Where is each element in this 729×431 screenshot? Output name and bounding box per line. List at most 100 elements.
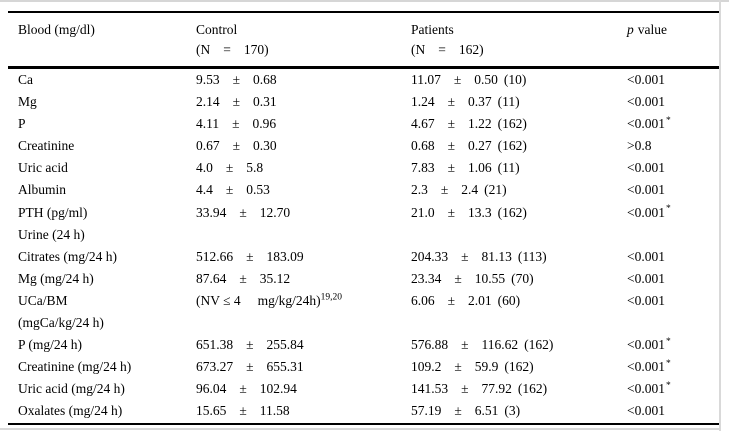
patients-n: (11): [497, 160, 520, 176]
scan-edge-right: [719, 0, 721, 431]
control-cell: (NV ≤ 4 mg/kg/24h)19,20: [196, 290, 411, 334]
patients-n: (3): [504, 403, 521, 419]
row-label: Uric acid (mg/24 h): [18, 381, 125, 397]
p-value-header-rest: value: [637, 22, 667, 37]
patients-cell: 23.34 ±10.55 (70): [411, 268, 627, 290]
header-blood-label: Blood (mg/dl): [18, 22, 95, 37]
table-row: Oxalates (mg/24 h) 15.65 ±11.58 57.19 ±6.5…: [8, 400, 719, 422]
control-mean: 15.65: [196, 403, 227, 419]
control-sd: 11.58: [259, 403, 290, 419]
patients-cell: 11.07 ±0.50 (10): [411, 69, 627, 91]
row-label: Mg (mg/24 h): [18, 270, 94, 286]
control-sd: 183.09: [266, 248, 304, 264]
patients-n: (162): [497, 204, 527, 220]
control-cell: 87.64 ±35.12: [196, 268, 411, 290]
row-label-cell: Albumin: [18, 179, 196, 201]
control-plus-minus: ±: [232, 116, 240, 132]
patients-plus-minus: ±: [447, 160, 456, 176]
p-cell: <0.001: [627, 268, 719, 290]
patients-n-open: (N: [411, 42, 426, 57]
p-cell: <0.001: [627, 69, 719, 91]
patients-cell: 6.06 ±2.01 (60): [411, 290, 627, 334]
control-plus-minus: ±: [239, 403, 247, 419]
patients-n: (70): [511, 270, 534, 286]
control-plus-minus: ±: [239, 270, 247, 286]
row-label: Uric acid: [18, 160, 68, 176]
control-sd: 0.68: [253, 72, 277, 87]
table-row: Albumin 4.4 ±0.53 2.3 ±2.4 (21) <0.001: [8, 179, 719, 201]
p-value: >0.8: [627, 138, 652, 154]
control-n-equals: =: [223, 42, 231, 57]
header-col-patients: Patients (N = 162): [411, 20, 627, 60]
patients-mean: 141.53: [411, 381, 449, 397]
p-value: <0.001: [627, 359, 665, 375]
control-mean: 4.4: [196, 182, 213, 198]
p-value: <0.001: [627, 182, 665, 198]
patients-cell: 4.67 ±1.22 (162): [411, 113, 627, 135]
reference-superscript: 19,20: [320, 292, 343, 303]
control-note: (NV ≤ 4 mg/kg/24h)19,20: [196, 293, 342, 308]
p-cell: <0.001: [627, 290, 719, 334]
row-label-cell: Creatinine: [18, 135, 196, 157]
table-row: Mg 2.14 ±0.31 1.24 ±0.37 (11) <0.001: [8, 91, 719, 113]
patients-sd: 13.3: [468, 204, 492, 220]
patients-n: (113): [517, 248, 547, 264]
control-plus-minus: ±: [225, 182, 234, 198]
table-row: P 4.11 ±0.96 4.67 ±1.22 (162) <0.001*: [8, 113, 719, 135]
patients-mean: 6.06: [411, 292, 435, 308]
control-sd: 655.31: [266, 359, 304, 375]
control-sd: 12.70: [259, 204, 291, 220]
control-sd: 0.31: [253, 94, 277, 110]
row-label-cell: Citrates (mg/24 h): [18, 246, 196, 268]
row-label: Oxalates (mg/24 h): [18, 403, 123, 419]
patients-sd: 81.13: [481, 248, 512, 264]
patients-plus-minus: ±: [447, 204, 456, 220]
row-label: UCa/BM: [18, 292, 68, 308]
control-cell: 673.27 ±655.31: [196, 356, 411, 378]
control-mean: 651.38: [196, 337, 234, 353]
patients-n: (11): [497, 94, 520, 110]
header-patients-title: Patients: [411, 22, 454, 37]
patients-mean: 23.34: [411, 270, 442, 286]
control-sd: 0.96: [252, 116, 277, 132]
patients-plus-minus: ±: [447, 116, 456, 132]
results-table: Blood (mg/dl) Control (N = 170) Patients (…: [8, 11, 719, 425]
control-cell: 512.66 ±183.09: [196, 246, 411, 268]
significance-star: *: [666, 336, 671, 347]
row-label: PTH (pg/ml): [18, 204, 88, 220]
control-note-open: (NV ≤ 4: [196, 292, 241, 308]
patients-cell: 21.0 ±13.3 (162): [411, 202, 627, 224]
control-plus-minus: ±: [246, 359, 254, 375]
p-cell: >0.8: [627, 135, 719, 157]
patients-cell: 576.88 ±116.62 (162): [411, 334, 627, 356]
patients-mean: 4.67: [411, 116, 435, 132]
p-cell: <0.001: [627, 91, 719, 113]
p-cell: <0.001: [627, 246, 719, 268]
control-cell: 15.65 ±11.58: [196, 400, 411, 422]
header-patients-n: (N = 162): [411, 40, 627, 60]
control-cell: 2.14 ±0.31: [196, 91, 411, 113]
p-cell: <0.001*: [627, 334, 719, 356]
control-n-open: (N: [196, 42, 211, 57]
p-cell: <0.001*: [627, 378, 719, 400]
patients-cell: 7.83 ±1.06 (11): [411, 157, 627, 179]
control-sd: 255.84: [266, 337, 304, 353]
row-label: Creatinine (mg/24 h): [18, 359, 132, 375]
p-value: <0.001: [627, 270, 665, 286]
significance-star: *: [666, 115, 671, 126]
p-value: <0.001: [627, 72, 665, 87]
patients-mean: 57.19: [411, 403, 442, 419]
patients-n: (21): [484, 182, 507, 198]
patients-mean: 109.2: [411, 359, 442, 375]
control-sd: 0.53: [246, 182, 270, 198]
p-value: <0.001: [627, 116, 665, 132]
control-cell: 651.38 ±255.84: [196, 334, 411, 356]
row-label: Creatinine: [18, 138, 75, 154]
table-row: Uric acid 4.0 ±5.8 7.83 ±1.06 (11) <0.001: [8, 157, 719, 179]
patients-plus-minus: ±: [461, 248, 469, 264]
significance-star: *: [666, 204, 671, 215]
p-cell: <0.001*: [627, 113, 719, 135]
control-mean: 9.53: [196, 72, 220, 87]
table-row: UCa/BM (mgCa/kg/24 h) (NV ≤ 4 mg/kg/24h)1…: [8, 290, 719, 334]
header-col-control: Control (N = 170): [196, 20, 411, 60]
